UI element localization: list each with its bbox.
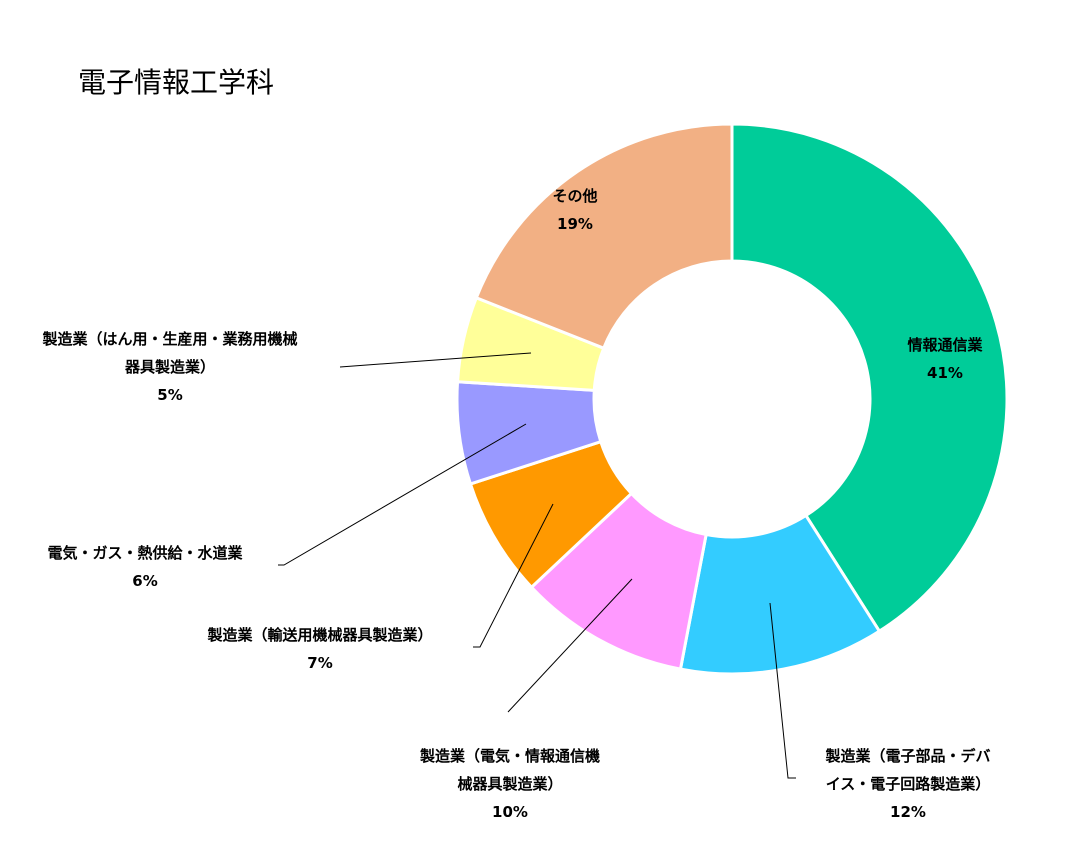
leader-line — [769, 602, 796, 779]
slice-value-label: 10% — [492, 803, 528, 821]
leader-line — [507, 578, 633, 713]
slice-category-label: 製造業（はん用・生産用・業務用機械 — [41, 330, 297, 348]
donut-slice — [474, 122, 734, 351]
slice-value-label: 41% — [927, 364, 963, 382]
slice-category-label: その他 — [552, 187, 597, 205]
donut-slice — [730, 122, 1009, 634]
slice-category-label: 製造業（輸送用機械器具製造業） — [206, 626, 432, 644]
leader-line — [278, 423, 527, 566]
slice-category-label: 械器具製造業） — [457, 775, 562, 793]
chart-slices — [455, 122, 1009, 676]
donut-slice — [678, 513, 882, 676]
slice-value-label: 7% — [307, 654, 332, 672]
chart-leader-lines — [278, 352, 796, 779]
slice-category-label: イス・電子回路製造業） — [826, 775, 991, 793]
slice-category-label: 電気・ガス・熱供給・水道業 — [47, 544, 243, 562]
slice-category-label: 製造業（電子部品・デバ — [824, 747, 990, 765]
chart-title: 電子情報工学科 — [78, 66, 274, 99]
slice-value-label: 12% — [890, 803, 926, 821]
slice-value-label: 5% — [157, 386, 182, 404]
slice-category-label: 製造業（電気・情報通信機 — [419, 747, 600, 765]
slice-value-label: 6% — [132, 572, 157, 590]
leader-line — [339, 352, 532, 368]
slice-category-label: 器具製造業） — [124, 358, 215, 376]
slice-category-label: 情報通信業 — [907, 336, 983, 354]
slice-value-label: 19% — [557, 215, 593, 233]
leader-line — [473, 503, 554, 648]
